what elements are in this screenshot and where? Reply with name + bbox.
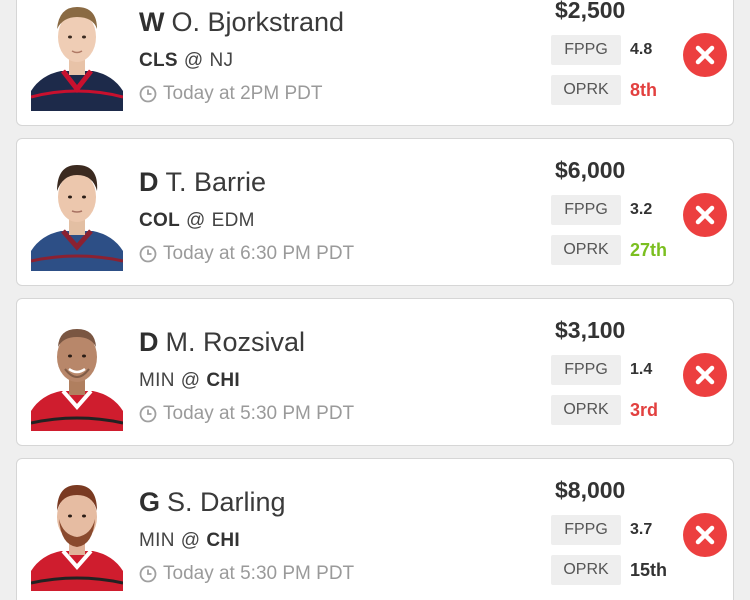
oprk-value: 27th xyxy=(630,239,668,260)
player-photo xyxy=(31,473,123,591)
home-team: CHI xyxy=(206,530,240,551)
oprk-value: 3rd xyxy=(630,399,659,420)
player-photo xyxy=(31,153,123,271)
home-team: EDM xyxy=(211,210,255,231)
fppg-label: FPPG xyxy=(551,195,621,225)
oprk-label: OPRK xyxy=(551,75,621,105)
away-team: MIN xyxy=(139,530,175,551)
fppg-label: FPPG xyxy=(551,355,621,385)
fppg-row: FPPG 3.7 xyxy=(551,515,652,545)
player-name: T. Barrie xyxy=(165,167,267,197)
player-name: M. Rozsival xyxy=(165,327,306,357)
close-icon xyxy=(695,365,715,385)
player-name-line: D M. Rozsival xyxy=(139,327,305,358)
player-salary: $8,000 xyxy=(555,477,626,503)
home-team: NJ xyxy=(209,50,234,71)
close-icon xyxy=(695,45,715,65)
player-name: O. Bjorkstrand xyxy=(171,7,345,37)
player-position: D xyxy=(139,327,159,357)
game-matchup: MIN @ CHI xyxy=(139,370,240,392)
fppg-label: FPPG xyxy=(551,35,621,65)
at-separator: @ xyxy=(186,210,206,231)
game-matchup: MIN @ CHI xyxy=(139,530,240,552)
game-time-text: Today at 5:30 PM PDT xyxy=(163,403,355,424)
game-time: Today at 5:30 PM PDT xyxy=(139,403,354,425)
clock-icon xyxy=(139,245,157,263)
fppg-row: FPPG 3.2 xyxy=(551,195,652,225)
player-headshot-image xyxy=(31,153,123,271)
player-name: S. Darling xyxy=(167,487,286,517)
game-time-text: Today at 2PM PDT xyxy=(163,83,323,104)
fppg-value: 3.2 xyxy=(630,201,653,218)
away-team: CLS xyxy=(139,50,178,71)
fppg-value: 4.8 xyxy=(630,41,653,58)
oprk-label: OPRK xyxy=(551,235,621,265)
player-salary: $6,000 xyxy=(555,157,626,183)
game-time: Today at 2PM PDT xyxy=(139,83,322,105)
player-card: G S. Darling MIN @ CHI Today at 5:30 PM PDT… xyxy=(16,458,734,600)
oprk-value: 8th xyxy=(630,79,657,100)
at-separator: @ xyxy=(180,530,201,551)
player-card: W O. Bjorkstrand CLS @ NJ Today at 2PM PDT … xyxy=(16,0,734,126)
game-time-text: Today at 5:30 PM PDT xyxy=(163,563,355,584)
oprk-label: OPRK xyxy=(551,555,621,585)
oprk-row: OPRK 27th xyxy=(551,235,667,265)
close-icon xyxy=(695,205,715,225)
game-matchup: COL @ EDM xyxy=(139,210,255,232)
player-salary: $3,100 xyxy=(555,317,626,343)
player-salary: $2,500 xyxy=(555,0,626,23)
game-time: Today at 6:30 PM PDT xyxy=(139,243,354,265)
player-name-line: D T. Barrie xyxy=(139,167,266,198)
player-headshot-image xyxy=(31,0,123,111)
fppg-value: 1.4 xyxy=(630,361,653,378)
oprk-row: OPRK 15th xyxy=(551,555,667,585)
player-name-line: G S. Darling xyxy=(139,487,286,518)
fppg-label: FPPG xyxy=(551,515,621,545)
oprk-value: 15th xyxy=(630,559,668,580)
oprk-label: OPRK xyxy=(551,395,621,425)
oprk-row: OPRK 8th xyxy=(551,75,657,105)
remove-player-button[interactable] xyxy=(683,33,727,77)
player-name-line: W O. Bjorkstrand xyxy=(139,7,344,38)
remove-player-button[interactable] xyxy=(683,513,727,557)
player-card: D M. Rozsival MIN @ CHI Today at 5:30 PM PD… xyxy=(16,298,734,446)
game-time: Today at 5:30 PM PDT xyxy=(139,563,354,585)
fppg-row: FPPG 1.4 xyxy=(551,355,652,385)
fppg-row: FPPG 4.8 xyxy=(551,35,652,65)
home-team: CHI xyxy=(206,370,240,391)
away-team: COL xyxy=(139,210,181,231)
close-icon xyxy=(695,525,715,545)
at-separator: @ xyxy=(183,50,204,71)
player-position: W xyxy=(139,7,165,37)
at-separator: @ xyxy=(180,370,201,391)
remove-player-button[interactable] xyxy=(683,193,727,237)
away-team: MIN xyxy=(139,370,175,391)
clock-icon xyxy=(139,405,157,423)
player-photo xyxy=(31,0,123,111)
oprk-row: OPRK 3rd xyxy=(551,395,658,425)
player-position: D xyxy=(139,167,159,197)
player-headshot-image xyxy=(31,473,123,591)
clock-icon xyxy=(139,85,157,103)
player-position: G xyxy=(139,487,161,517)
fppg-value: 3.7 xyxy=(630,521,653,538)
player-card: D T. Barrie COL @ EDM Today at 6:30 PM PDT … xyxy=(16,138,734,286)
game-matchup: CLS @ NJ xyxy=(139,50,233,72)
remove-player-button[interactable] xyxy=(683,353,727,397)
game-time-text: Today at 6:30 PM PDT xyxy=(163,243,355,264)
player-headshot-image xyxy=(31,313,123,431)
player-photo xyxy=(31,313,123,431)
clock-icon xyxy=(139,565,157,583)
